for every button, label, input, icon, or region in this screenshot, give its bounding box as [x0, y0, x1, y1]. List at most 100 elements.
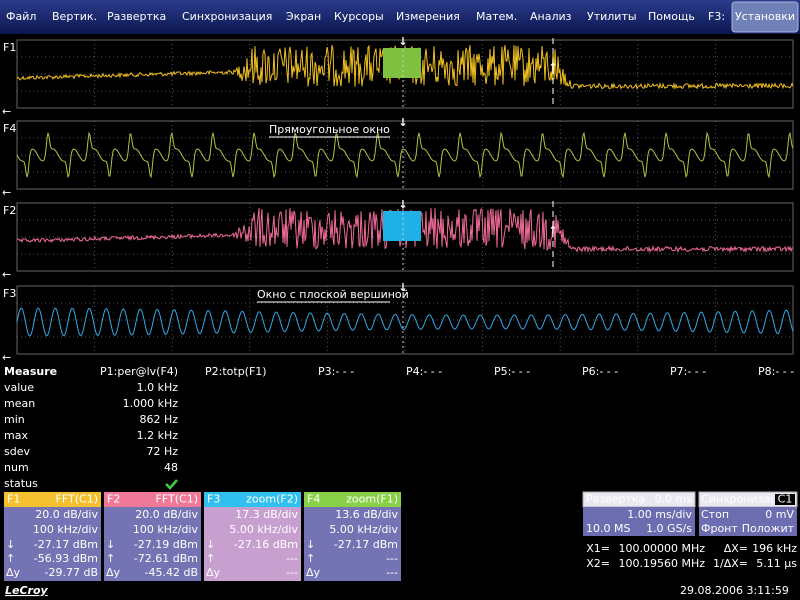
- menu-item[interactable]: Экран: [286, 10, 321, 23]
- menu-item[interactable]: Матем.: [476, 10, 517, 23]
- panel-body[interactable]: [104, 507, 201, 581]
- trigger-body[interactable]: [699, 507, 797, 536]
- trace-arrow: ←: [2, 268, 11, 281]
- trace-label: F2: [3, 204, 16, 217]
- panel-symbol: ↑: [106, 552, 115, 565]
- panel-symbol: Δy: [6, 566, 21, 579]
- measure-column: P4:- - -: [406, 365, 442, 378]
- panel-symbol: ↑: [306, 552, 315, 565]
- datetime: 29.08.2006 3:11:59: [680, 584, 789, 597]
- settings-button-label[interactable]: Установки: [735, 10, 795, 23]
- menu-item[interactable]: Курсоры: [334, 10, 384, 23]
- cursor-arrow: ↑: [548, 224, 557, 237]
- panel-value: ---: [286, 552, 298, 565]
- panel-value: ---: [286, 566, 298, 579]
- panel-func: zoom(F1): [346, 493, 398, 506]
- settings-button[interactable]: [731, 1, 799, 33]
- panel-value: ---: [386, 552, 398, 565]
- panel-body[interactable]: [304, 507, 401, 581]
- panel-hdiv: 5.00 kHz/div: [329, 523, 398, 536]
- menu-item[interactable]: Синхронизация: [182, 10, 272, 23]
- measure-column: P8:- - -: [758, 365, 794, 378]
- panel-value: -27.19 dBm: [134, 538, 198, 551]
- menu-item[interactable]: Файл: [6, 10, 36, 23]
- panel-id: F4: [307, 493, 320, 506]
- measure-column: P1:per@lv(F4): [100, 365, 178, 378]
- panel-symbol: ↓: [206, 538, 215, 551]
- trace-arrow: ←: [2, 351, 11, 364]
- panel-body[interactable]: [4, 507, 101, 581]
- cursor-arrow: ↑: [548, 61, 557, 74]
- panel-header[interactable]: [4, 492, 101, 507]
- panel-hdiv: 5.00 kHz/div: [229, 523, 298, 536]
- panel-value: -45.42 dB: [145, 566, 199, 579]
- measure-row-value: 1.2 kHz: [137, 429, 179, 442]
- f3-label: F3:: [708, 10, 725, 23]
- panel-symbol: ↓: [306, 538, 315, 551]
- timebase-body[interactable]: [583, 507, 695, 536]
- trigger-source-box: [775, 494, 795, 505]
- zoom-highlight: [383, 211, 421, 241]
- cursor-label: X1=: [586, 542, 610, 555]
- panel-value: -56.93 dBm: [34, 552, 98, 565]
- panel-symbol: ↑: [6, 552, 15, 565]
- trace-label: F4: [3, 122, 16, 135]
- panel-body[interactable]: [204, 507, 301, 581]
- menu-item[interactable]: Помощь: [648, 10, 695, 23]
- menu-item[interactable]: Измерения: [396, 10, 460, 23]
- measure-row-label: min: [4, 413, 25, 426]
- measure-title: Measure: [4, 365, 57, 378]
- panel-vdiv: 20.0 dB/div: [135, 508, 198, 521]
- measure-column: P7:- - -: [670, 365, 706, 378]
- trigger-mode: Стоп: [701, 508, 729, 521]
- measure-row-value: 48: [164, 461, 178, 474]
- panel-symbol: Δy: [306, 566, 321, 579]
- menu-item[interactable]: Вертик.: [52, 10, 97, 23]
- cursor-arrow: ↓: [398, 198, 407, 211]
- panel-symbol: ↓: [6, 538, 15, 551]
- measure-row-value: 72 Hz: [146, 445, 178, 458]
- panel-vdiv: 17.3 dB/div: [235, 508, 298, 521]
- menu-item[interactable]: Развертка: [107, 10, 166, 23]
- cursor-value: 100.19560 MHz: [618, 557, 705, 570]
- panel-id: F1: [7, 493, 20, 506]
- panel-symbol: ↑: [206, 552, 215, 565]
- panel-symbol: Δy: [106, 566, 121, 579]
- panel-header[interactable]: [304, 492, 401, 507]
- trace-arrow: ←: [2, 105, 11, 118]
- panel-vdiv: 20.0 dB/div: [35, 508, 98, 521]
- panel-hdiv: 100 kHz/div: [33, 523, 99, 536]
- measure-row-value: 1.000 kHz: [123, 397, 179, 410]
- measure-row-label: max: [4, 429, 28, 442]
- measure-row-label: status: [4, 477, 38, 490]
- measure-column: P2:totp(F1): [205, 365, 267, 378]
- panel-header[interactable]: [204, 492, 301, 507]
- waveform: [16, 307, 794, 337]
- measure-row-label: mean: [4, 397, 35, 410]
- measure-column: P5:- - -: [494, 365, 530, 378]
- panel-value: -27.17 dBm: [34, 538, 98, 551]
- trigger-title: Синхронизац: [701, 493, 778, 506]
- cursor-delta-value: 196 kHz: [752, 542, 797, 555]
- measure-column: P3:- - -: [318, 365, 354, 378]
- status-check: [165, 479, 178, 490]
- panel-header[interactable]: [104, 492, 201, 507]
- cursor-label: X2=: [586, 557, 610, 570]
- menu-item[interactable]: Анализ: [530, 10, 572, 23]
- measure-row-value: 1.0 kHz: [137, 381, 179, 394]
- cursor-value: 100.00000 MHz: [618, 542, 705, 555]
- panel-value: -27.16 dBm: [234, 538, 298, 551]
- waveform: [16, 44, 794, 91]
- trace-caption: Прямоугольное окно: [269, 123, 390, 136]
- menu-item[interactable]: Утилиты: [587, 10, 637, 23]
- measure-row-value: 862 Hz: [139, 413, 178, 426]
- menu-bar: [0, 0, 800, 34]
- zoom-highlight: [383, 48, 421, 78]
- cursor-delta-value: 5.11 μs: [756, 557, 797, 570]
- cursor-arrow: ↓: [398, 281, 407, 294]
- panel-symbol: Δy: [206, 566, 221, 579]
- panel-value: -72.61 dBm: [134, 552, 198, 565]
- panel-symbol: ↓: [106, 538, 115, 551]
